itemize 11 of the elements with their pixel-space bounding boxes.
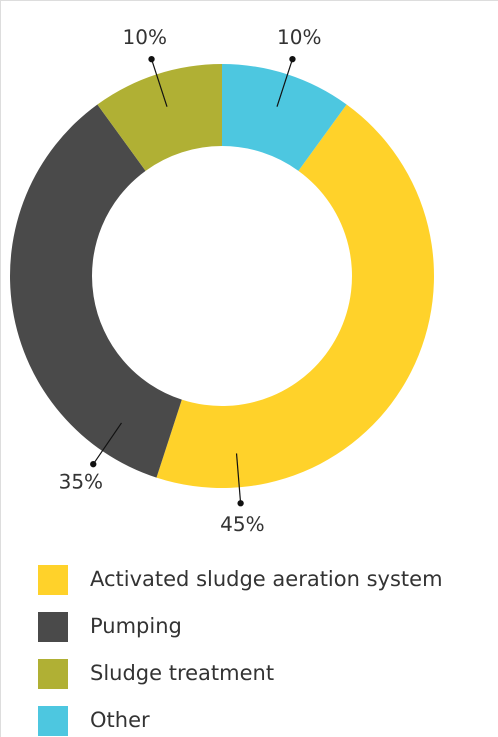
data-label: 45% [220, 512, 265, 536]
donut-slice [97, 64, 222, 171]
data-label: 10% [122, 25, 167, 50]
legend-label: Other [90, 708, 150, 732]
legend-label: Activated sludge aeration system [90, 567, 443, 591]
donut-slice [222, 64, 347, 171]
data-label: 35% [58, 469, 104, 494]
legend-label: Pumping [90, 614, 182, 638]
legend-label: Sludge treatment [90, 661, 274, 685]
donut-slice [156, 104, 434, 488]
data-label: 10% [277, 25, 322, 50]
